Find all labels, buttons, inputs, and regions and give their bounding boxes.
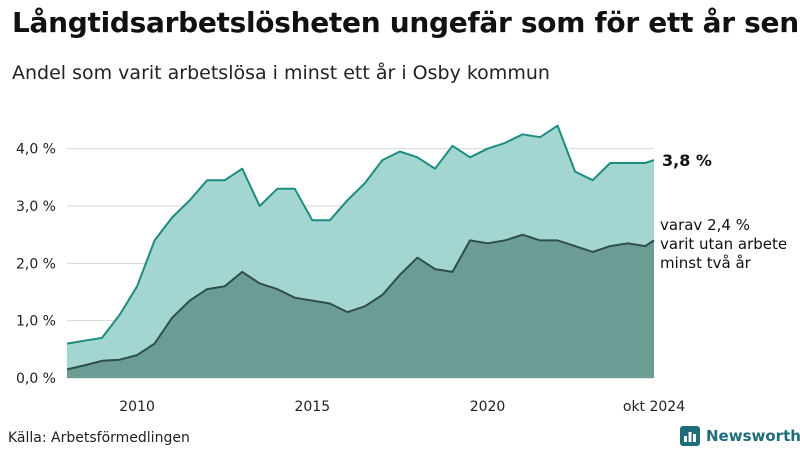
brand-logo[interactable]: Newsworthy (680, 426, 800, 446)
y-axis-ticks: 0,0 % 1,0 % 2,0 % 3,0 % 4,0 % (16, 142, 56, 387)
x-tick-label: 2020 (470, 399, 506, 415)
long-area (67, 234, 654, 378)
x-tick-label: 2015 (294, 399, 330, 415)
chart-title: Långtidsarbetslösheten ungefär som för e… (12, 6, 799, 39)
total-end-label: 3,8 % (662, 151, 712, 170)
x-tick-label: 2010 (119, 399, 155, 415)
y-tick-label: 2,0 % (16, 256, 56, 272)
long-term-end-label-line: minst två år (660, 254, 752, 272)
y-tick-label: 0,0 % (16, 371, 56, 387)
long-term-end-label-line: varit utan arbete (660, 235, 787, 253)
area-chart: 0,0 % 1,0 % 2,0 % 3,0 % 4,0 % 2010 2015 2020 ok… (16, 124, 787, 415)
chart-subtitle: Andel som varit arbetslösa i minst ett å… (12, 62, 550, 84)
long-line (66, 233, 655, 371)
source-note: Källa: Arbetsförmedlingen (8, 430, 190, 446)
chart-areas (66, 124, 655, 378)
x-axis-ticks: 2010 2015 2020 okt 2024 (119, 399, 685, 415)
x-tick-label: okt 2024 (623, 399, 685, 415)
long-term-end-label-line: varav 2,4 % (660, 216, 750, 234)
brand-name: Newsworthy (706, 427, 800, 445)
total-line (66, 124, 655, 345)
y-tick-label: 4,0 % (16, 142, 56, 158)
newsworthy-logo-icon (680, 426, 700, 446)
y-tick-label: 1,0 % (16, 314, 56, 330)
y-tick-label: 3,0 % (16, 199, 56, 215)
